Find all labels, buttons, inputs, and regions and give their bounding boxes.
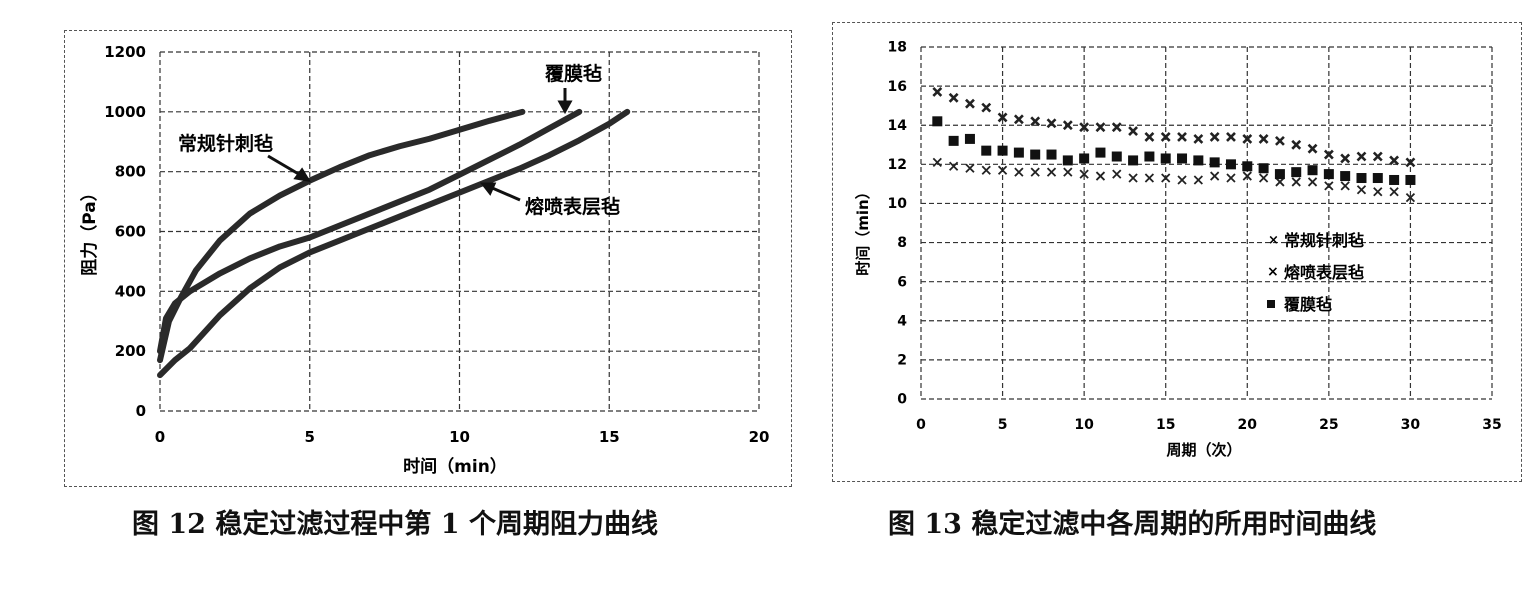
fig12-ylabel: 阻力（Pa） [79, 184, 100, 275]
x-tick-label: 10 [449, 428, 470, 446]
x-tick-label: 5 [998, 417, 1008, 433]
x-tick-label: 35 [1482, 417, 1501, 433]
fig12-curve-2 [157, 108, 631, 379]
fig13-series-1 [932, 87, 1416, 168]
fig12-grid [159, 51, 760, 412]
fig13-series-2 [932, 116, 1416, 185]
annotation-membrane: 覆膜毡 [544, 62, 602, 85]
y-tick-label: 18 [888, 40, 907, 56]
fig13-xlabel: 周期（次） [1166, 441, 1241, 459]
y-tick-label: 0 [897, 392, 907, 408]
fig13-ylabel: 时间（min） [854, 184, 872, 275]
y-tick-label: 10 [888, 196, 908, 212]
y-tick-label: 4 [897, 313, 907, 329]
fig12-x-ticks: 0 5 10 15 20 [155, 428, 770, 446]
y-tick-label: 6 [897, 274, 907, 290]
fig12-y-ticks: 0 200 400 600 800 1000 1200 [104, 43, 146, 420]
legend-meltblown: 熔喷表层毡 [1284, 263, 1364, 282]
fig13-caption: 图 13 稳定过滤中各周期的所用时间曲线 [888, 509, 1377, 540]
y-tick-label: 0 [136, 402, 146, 420]
legend-membrane: 覆膜毡 [1283, 295, 1332, 314]
fig12-curve-1 [157, 108, 583, 355]
fig13-x-ticks: 0 5 10 15 20 25 30 35 [916, 417, 1502, 433]
annotation-meltblown: 熔喷表层毡 [525, 195, 620, 218]
fig12-xlabel: 时间（min） [403, 456, 507, 477]
fig13-grid [920, 46, 1493, 400]
svg-text:×: × [1267, 264, 1279, 280]
svg-text:×: × [1268, 233, 1279, 248]
fig13-y-ticks: 0 2 4 6 8 10 12 14 16 18 [888, 40, 908, 408]
fig13-series [932, 87, 1416, 203]
fig13-series-0 [932, 157, 1416, 203]
y-tick-label: 200 [115, 342, 146, 360]
x-tick-label: 0 [916, 417, 926, 433]
x-tick-label: 5 [305, 428, 315, 446]
annotation-conventional: 常规针刺毡 [178, 132, 273, 155]
fig12-caption: 图 12 稳定过滤过程中第 1 个周期阻力曲线 [132, 509, 658, 540]
x-tick-label: 10 [1074, 417, 1094, 433]
y-tick-label: 16 [888, 79, 907, 95]
x-tick-label: 15 [1156, 417, 1175, 433]
y-tick-label: 800 [115, 163, 146, 181]
y-tick-label: 2 [897, 353, 907, 369]
x-tick-label: 25 [1319, 417, 1338, 433]
y-tick-label: 12 [888, 157, 907, 173]
y-tick-label: 1000 [104, 103, 146, 121]
y-tick-label: 14 [888, 118, 908, 134]
x-tick-label: 15 [599, 428, 620, 446]
x-tick-label: 0 [155, 428, 165, 446]
y-tick-label: 8 [897, 235, 907, 251]
x-tick-label: 20 [1238, 417, 1258, 433]
x-tick-label: 20 [749, 428, 770, 446]
fig13-frame [832, 22, 1522, 482]
y-tick-label: 1200 [104, 43, 146, 61]
y-tick-label: 400 [115, 282, 146, 300]
annotation-arrows [267, 88, 573, 202]
legend-conventional: 常规针刺毡 [1284, 231, 1364, 250]
fig13-legend: × 常规针刺毡 × 熔喷表层毡 覆膜毡 [1267, 231, 1364, 314]
y-tick-label: 600 [115, 223, 146, 241]
x-tick-label: 30 [1401, 417, 1421, 433]
fig12-frame [64, 30, 792, 487]
